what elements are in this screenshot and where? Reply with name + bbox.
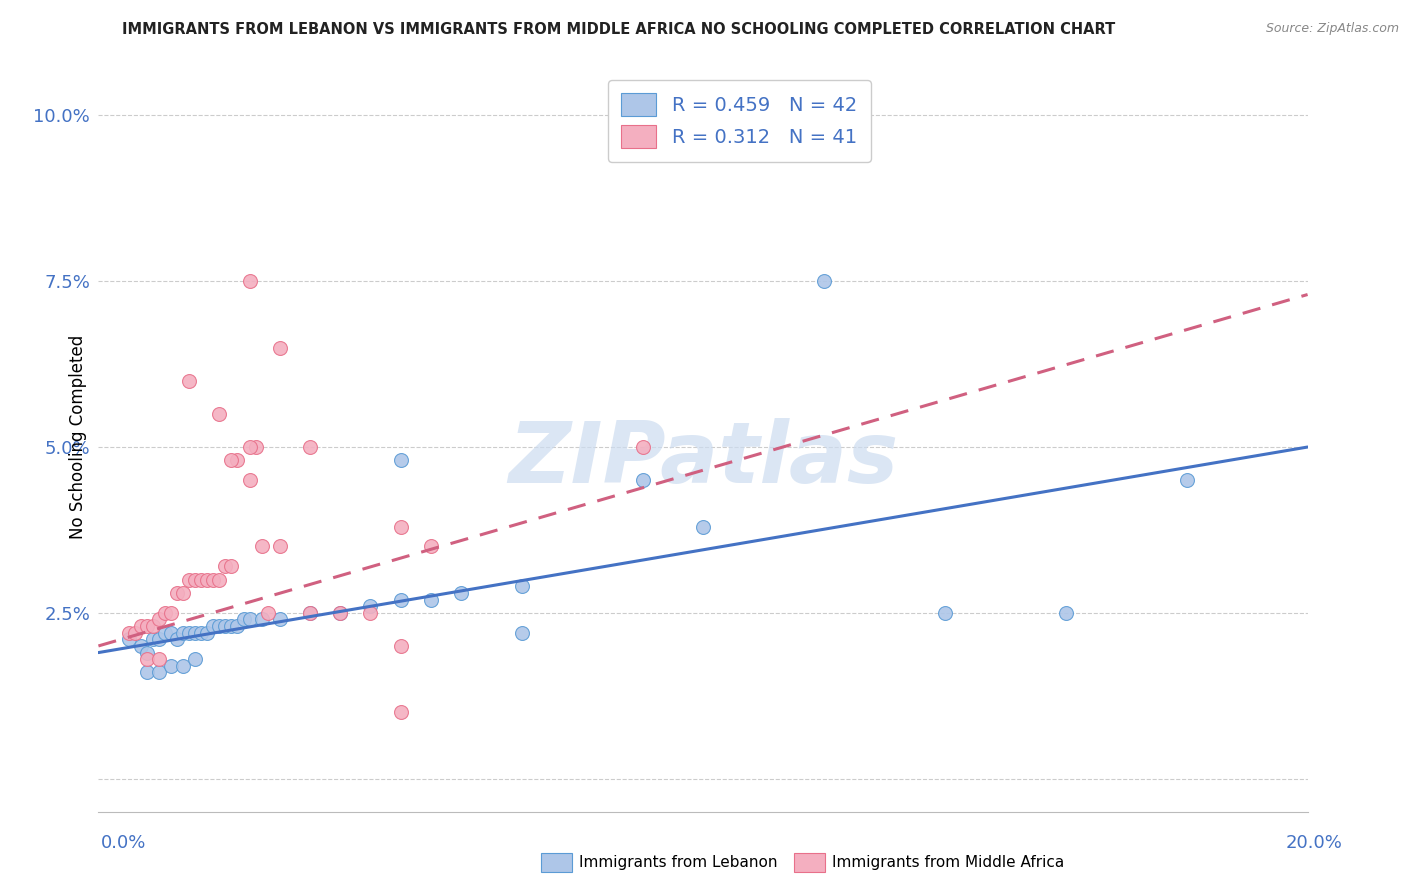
Point	[179, 625, 201, 640]
Point	[360, 599, 382, 614]
Point	[208, 573, 231, 587]
Point	[179, 573, 201, 587]
Point	[148, 652, 170, 666]
Point	[202, 573, 225, 587]
Point	[299, 606, 322, 620]
Point	[142, 632, 165, 647]
Point	[153, 606, 176, 620]
Point	[148, 632, 170, 647]
Point	[299, 440, 322, 454]
Text: Immigrants from Middle Africa: Immigrants from Middle Africa	[832, 855, 1064, 870]
Point	[250, 612, 273, 626]
Point	[179, 374, 201, 388]
Point	[195, 573, 218, 587]
Point	[129, 619, 152, 633]
Point	[166, 632, 188, 647]
Point	[148, 665, 170, 680]
Point	[269, 341, 291, 355]
Point	[221, 559, 243, 574]
Point	[135, 665, 157, 680]
Point	[420, 592, 443, 607]
Text: 0.0%: 0.0%	[101, 834, 146, 852]
Point	[172, 586, 194, 600]
Point	[934, 606, 956, 620]
Point	[135, 646, 157, 660]
Point	[135, 619, 157, 633]
Point	[450, 586, 472, 600]
Point	[389, 453, 412, 467]
Point	[269, 612, 291, 626]
Point	[1175, 473, 1198, 487]
Point	[221, 619, 243, 633]
Point	[389, 705, 412, 719]
Point	[239, 473, 262, 487]
Point	[256, 606, 278, 620]
Point	[389, 639, 412, 653]
Point	[166, 586, 188, 600]
Point	[245, 440, 267, 454]
Point	[631, 473, 654, 487]
Point	[153, 625, 176, 640]
Point	[208, 619, 231, 633]
Point	[172, 625, 194, 640]
Point	[239, 612, 262, 626]
Point	[389, 519, 412, 533]
Point	[239, 440, 262, 454]
Point	[239, 274, 262, 288]
Point	[221, 453, 243, 467]
Point	[813, 274, 835, 288]
Point	[160, 658, 183, 673]
Point	[631, 440, 654, 454]
Point	[129, 639, 152, 653]
Text: ZIPatlas: ZIPatlas	[508, 418, 898, 501]
Point	[142, 619, 165, 633]
Point	[208, 407, 231, 421]
Text: Source: ZipAtlas.com: Source: ZipAtlas.com	[1265, 22, 1399, 36]
Text: Immigrants from Lebanon: Immigrants from Lebanon	[579, 855, 778, 870]
Point	[190, 573, 212, 587]
Text: IMMIGRANTS FROM LEBANON VS IMMIGRANTS FROM MIDDLE AFRICA NO SCHOOLING COMPLETED : IMMIGRANTS FROM LEBANON VS IMMIGRANTS FR…	[122, 22, 1115, 37]
Point	[510, 579, 533, 593]
Point	[299, 606, 322, 620]
Point	[160, 625, 183, 640]
Point	[214, 559, 236, 574]
Point	[510, 625, 533, 640]
Point	[172, 658, 194, 673]
Point	[389, 592, 412, 607]
Point	[214, 619, 236, 633]
Y-axis label: No Schooling Completed: No Schooling Completed	[69, 335, 87, 539]
Point	[190, 625, 212, 640]
Point	[226, 453, 249, 467]
Point	[420, 540, 443, 554]
Point	[232, 612, 254, 626]
Point	[184, 652, 207, 666]
Point	[148, 612, 170, 626]
Point	[184, 625, 207, 640]
Text: 20.0%: 20.0%	[1286, 834, 1343, 852]
Point	[329, 606, 352, 620]
Point	[692, 519, 714, 533]
Point	[195, 625, 218, 640]
Point	[118, 625, 141, 640]
Point	[124, 625, 146, 640]
Point	[269, 540, 291, 554]
Point	[250, 540, 273, 554]
Point	[329, 606, 352, 620]
Point	[160, 606, 183, 620]
Point	[1054, 606, 1077, 620]
Point	[360, 606, 382, 620]
Point	[135, 652, 157, 666]
Point	[226, 619, 249, 633]
Legend: R = 0.459   N = 42, R = 0.312   N = 41: R = 0.459 N = 42, R = 0.312 N = 41	[607, 79, 870, 161]
Point	[202, 619, 225, 633]
Point	[184, 573, 207, 587]
Point	[118, 632, 141, 647]
